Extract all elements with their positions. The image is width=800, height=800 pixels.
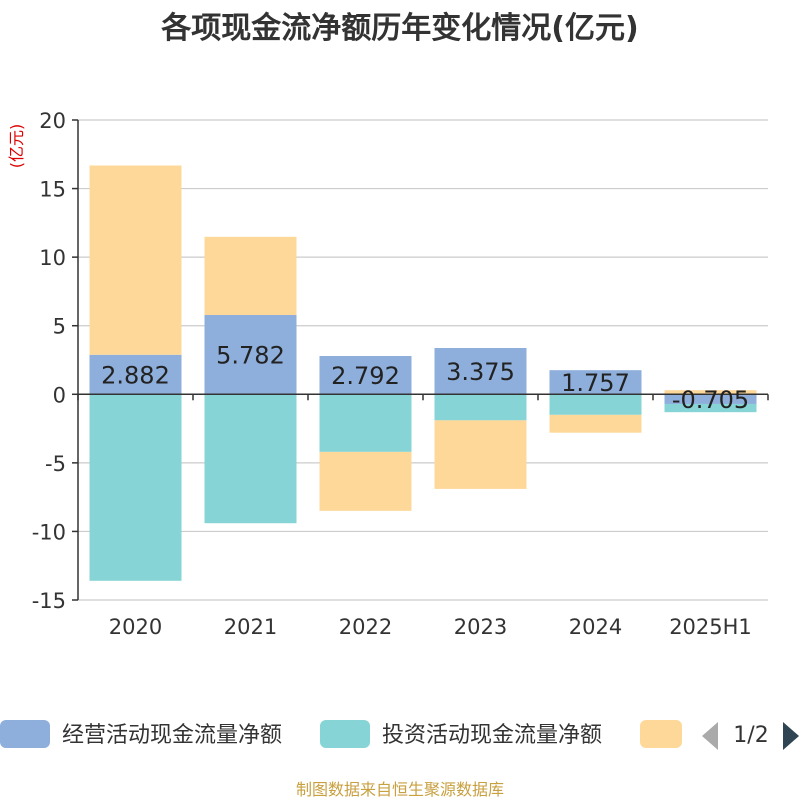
y-tick-label: -15 bbox=[32, 589, 66, 613]
data-label: 5.782 bbox=[216, 342, 285, 370]
data-labels: 2.882 5.782 2.792 3.375 1.757 -0.705 bbox=[101, 342, 749, 414]
bar-series-3-2024 bbox=[549, 414, 642, 433]
chart-title: 各项现金流净额历年变化情况(亿元) bbox=[160, 11, 638, 46]
legend-swatch[interactable] bbox=[320, 720, 370, 748]
x-tick-label: 2024 bbox=[569, 615, 622, 639]
bar-series-1-2022 bbox=[319, 355, 412, 395]
legend-label[interactable]: 经营活动现金流量净额 bbox=[62, 723, 282, 748]
y-tick-label: 20 bbox=[39, 109, 66, 133]
x-tick-label: 2025H1 bbox=[669, 615, 752, 639]
bar-series-2-2021 bbox=[204, 394, 297, 524]
data-label: 3.375 bbox=[446, 358, 515, 386]
y-axis-ticks: -15 -10 -5 0 5 10 15 20 bbox=[32, 109, 78, 613]
bar-series-1-2024 bbox=[549, 370, 642, 395]
x-tick-label: 2023 bbox=[454, 615, 507, 639]
data-label: 2.792 bbox=[331, 362, 400, 390]
grid-lines bbox=[78, 119, 768, 601]
source-footer: 制图数据来自恒生聚源数据库 bbox=[296, 780, 504, 799]
data-label: -0.705 bbox=[672, 386, 749, 414]
legend-page-indicator: 1/2 bbox=[733, 723, 768, 748]
y-tick-label: 5 bbox=[53, 315, 66, 339]
y-tick-label: 15 bbox=[39, 178, 66, 202]
y-tick-label: 10 bbox=[39, 246, 66, 270]
legend-swatch[interactable] bbox=[0, 720, 50, 748]
bar-series-2-2022 bbox=[319, 394, 412, 452]
bar-series-1-2025H1 bbox=[664, 394, 757, 404]
legend-prev-page-icon[interactable] bbox=[702, 722, 718, 750]
data-label: 2.882 bbox=[101, 362, 170, 390]
bar-series-3-2025H1 bbox=[664, 390, 757, 395]
bar-series-2-2020 bbox=[89, 394, 182, 581]
x-axis-ticks: 2020 2021 2022 2023 2024 2025H1 bbox=[77, 394, 769, 639]
bar-series-3-2021 bbox=[204, 236, 297, 315]
bar-series-2-2024 bbox=[549, 394, 642, 415]
bar-series bbox=[89, 165, 757, 581]
y-axis-unit-label: (亿元) bbox=[7, 124, 26, 169]
data-label: 1.757 bbox=[561, 369, 630, 397]
bar-series-3-2020 bbox=[89, 165, 182, 355]
x-tick-label: 2022 bbox=[339, 615, 392, 639]
legend: 经营活动现金流量净额 投资活动现金流量净额 1/2 bbox=[0, 720, 799, 750]
bar-series-3-2023 bbox=[434, 420, 527, 489]
x-tick-label: 2021 bbox=[224, 615, 277, 639]
y-tick-label: 0 bbox=[53, 383, 66, 407]
legend-swatch[interactable] bbox=[640, 720, 682, 748]
bar-series-2-2023 bbox=[434, 394, 527, 421]
legend-next-page-icon[interactable] bbox=[783, 722, 799, 750]
x-tick-label: 2020 bbox=[109, 615, 162, 639]
legend-label[interactable]: 投资活动现金流量净额 bbox=[382, 723, 602, 748]
bar-series-1-2020 bbox=[89, 354, 182, 395]
y-tick-label: -5 bbox=[45, 452, 66, 476]
bar-series-2-2025H1 bbox=[664, 403, 757, 413]
bar-series-1-2021 bbox=[204, 314, 297, 395]
bar-series-1-2023 bbox=[434, 348, 527, 395]
bar-series-3-2022 bbox=[319, 451, 412, 511]
y-tick-label: -10 bbox=[32, 520, 66, 544]
